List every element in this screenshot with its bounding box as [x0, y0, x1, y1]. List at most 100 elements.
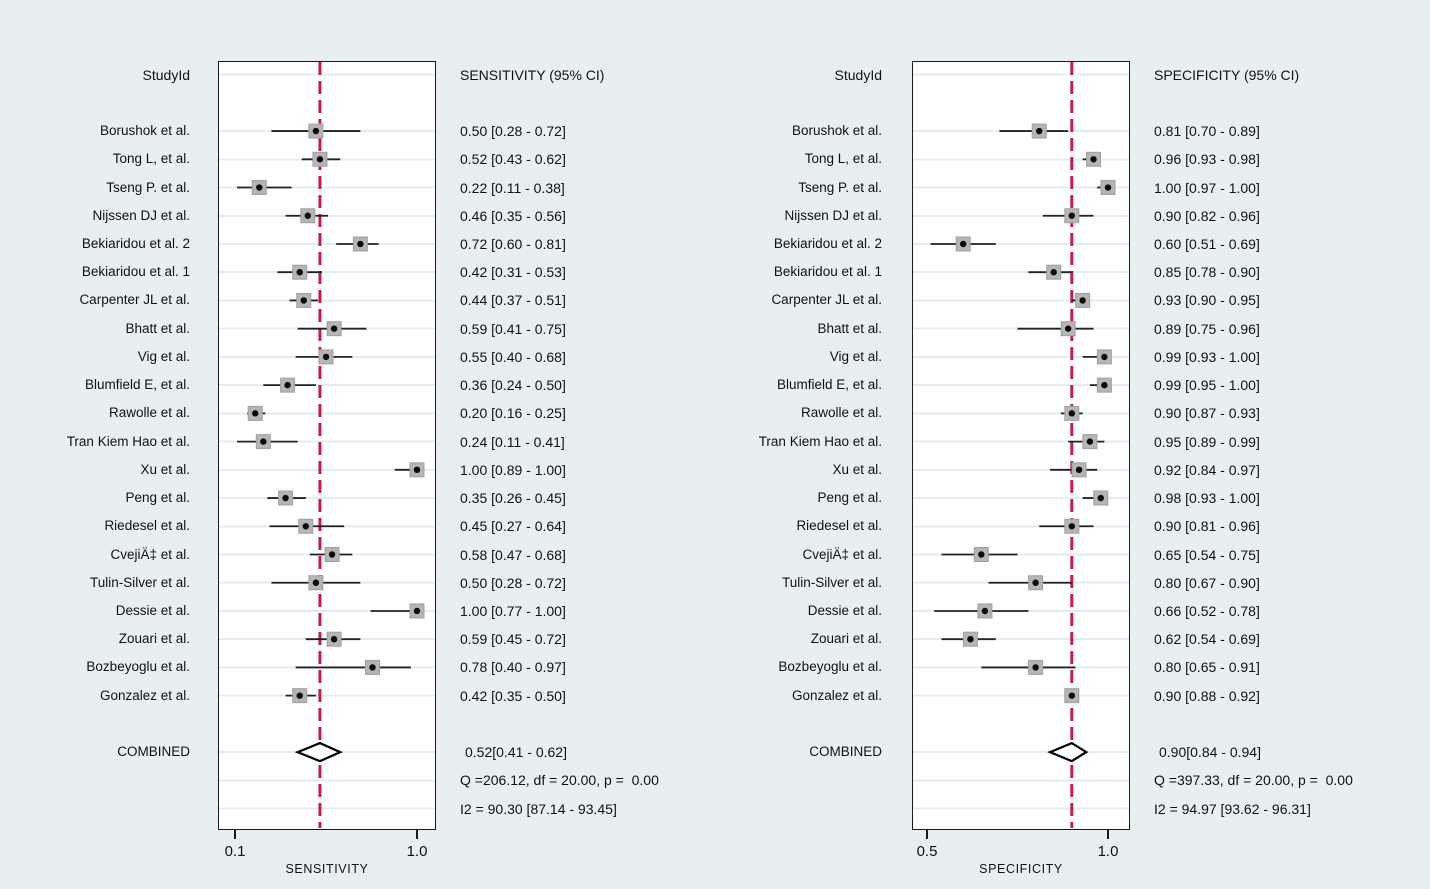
sensitivity-plot-canvas: [219, 62, 435, 828]
study-ci-value: 0.44 [0.37 - 0.51]: [460, 292, 566, 309]
study-ci-value: 1.00 [0.77 - 1.00]: [460, 602, 566, 619]
study-ci-value: 0.90 [0.82 - 0.96]: [1154, 207, 1260, 224]
point-estimate-dot: [322, 353, 330, 361]
point-estimate-dot: [978, 551, 985, 558]
point-estimate-dot: [282, 494, 289, 502]
study-ci-value: 0.36 [0.24 - 0.50]: [460, 377, 566, 394]
study-ci-value: 0.35 [0.26 - 0.45]: [460, 490, 566, 507]
point-estimate-dot: [960, 240, 967, 248]
point-estimate-dot: [981, 607, 989, 615]
combined-diamond: [294, 741, 343, 763]
point-estimate-dot: [256, 184, 263, 191]
study-ci-value: 0.80 [0.65 - 0.91]: [1154, 659, 1260, 676]
study-label: Gonzalez et al.: [99, 687, 190, 703]
study-label: Tseng P. et al.: [798, 179, 882, 195]
study-label: Bhatt et al.: [817, 320, 882, 336]
point-estimate-dot: [304, 212, 311, 219]
study-label: Bozbeyoglu et al.: [778, 659, 882, 675]
study-ci-value: 0.90 [0.88 - 0.92]: [1154, 687, 1260, 704]
study-ci-value: 0.99 [0.93 - 1.00]: [1154, 348, 1260, 365]
study-label: Gonzalez et al.: [791, 687, 882, 703]
combined-estimate-text: 0.90[0.84 - 0.94]: [1159, 744, 1261, 760]
study-label: Tseng P. et al.: [106, 179, 190, 195]
study-label: Borushok et al.: [791, 123, 882, 139]
study-ci-value: 0.22 [0.11 - 0.38]: [460, 179, 565, 196]
study-ci-value: 0.72 [0.60 - 0.81]: [460, 235, 566, 252]
point-estimate-dot: [413, 466, 421, 474]
study-ci-value: 0.45 [0.27 - 0.64]: [460, 518, 566, 535]
study-label: Peng et al.: [125, 490, 190, 506]
point-estimate-dot: [1032, 664, 1039, 671]
point-estimate-dot: [312, 579, 320, 586]
study-label: Bekiaridou et al. 2: [773, 235, 882, 251]
point-estimate-dot: [967, 636, 974, 643]
study-label: Vig et al.: [137, 348, 190, 364]
study-ci-value: 1.00 [0.89 - 1.00]: [460, 461, 566, 478]
study-label: Bozbeyoglu et al.: [86, 659, 190, 675]
point-estimate-dot: [330, 325, 338, 332]
study-ci-value: 0.85 [0.78 - 0.90]: [1154, 264, 1260, 281]
study-ci-value: 0.92 [0.84 - 0.97]: [1154, 461, 1260, 478]
study-ci-value: 0.93 [0.90 - 0.95]: [1154, 292, 1260, 309]
study-label: Riedesel et al.: [104, 518, 190, 534]
point-estimate-dot: [1064, 325, 1072, 332]
study-label: Tran Kiem Hao et al.: [758, 433, 882, 449]
point-estimate-dot: [302, 523, 309, 530]
study-label: Borushok et al.: [99, 123, 190, 139]
x-tick-label: 1.0: [406, 843, 428, 860]
study-label: Nijssen DJ et al.: [784, 207, 882, 223]
point-estimate-dot: [1086, 438, 1094, 445]
point-estimate-dot: [312, 127, 320, 135]
heterogeneity-i2-text: I2 = 90.30 [87.14 - 93.45]: [460, 801, 617, 817]
heterogeneity-q-text: Q =206.12, df = 20.00, p = 0.00: [460, 772, 659, 788]
study-label: Riedesel et al.: [796, 518, 882, 534]
study-label: Bekiaridou et al. 2: [81, 235, 190, 251]
study-ci-value: 0.95 [0.89 - 0.99]: [1154, 433, 1260, 450]
point-estimate-dot: [1068, 692, 1075, 699]
point-estimate-dot: [1079, 297, 1086, 304]
study-label: Tulin-Silver et al.: [89, 574, 190, 590]
study-label: Rawolle et al.: [800, 405, 882, 421]
study-ci-value: 0.46 [0.35 - 0.56]: [460, 207, 566, 224]
study-ci-value: 0.96 [0.93 - 0.98]: [1154, 151, 1260, 168]
study-label: Tong L, et al.: [112, 151, 190, 167]
combined-label: COMBINED: [117, 744, 190, 759]
study-label: Xu et al.: [832, 461, 882, 477]
study-ci-value: 1.00 [0.97 - 1.00]: [1154, 179, 1260, 196]
study-label: Dessie et al.: [807, 602, 882, 618]
study-label: Tong L, et al.: [804, 151, 882, 167]
combined-diamond: [1047, 741, 1089, 763]
study-column-header: StudyId: [142, 67, 190, 83]
x-tick-label: 1.0: [1097, 843, 1119, 860]
study-ci-value: 0.99 [0.95 - 1.00]: [1154, 377, 1260, 394]
study-label: Blumfield E, et al.: [84, 377, 190, 393]
heterogeneity-q-text: Q =397.33, df = 20.00, p = 0.00: [1154, 772, 1353, 788]
study-label: Bekiaridou et al. 1: [773, 264, 882, 280]
study-label: CvejiÄ‡ et al.: [110, 546, 190, 562]
combined-estimate-text: 0.52[0.41 - 0.62]: [465, 744, 567, 760]
study-label: Nijssen DJ et al.: [92, 207, 190, 223]
point-estimate-dot: [328, 551, 336, 558]
sensitivity-column-header: SENSITIVITY (95% CI): [460, 67, 605, 83]
study-label: Vig et al.: [829, 348, 882, 364]
study-label: CvejiÄ‡ et al.: [802, 546, 882, 562]
point-estimate-dot: [296, 269, 303, 276]
study-ci-value: 0.50 [0.28 - 0.72]: [460, 574, 566, 591]
study-column-header: StudyId: [834, 67, 882, 83]
point-estimate-dot: [296, 692, 303, 699]
point-estimate-dot: [1097, 494, 1104, 502]
study-label: Zouari et al.: [810, 631, 882, 647]
study-label: Tulin-Silver et al.: [781, 574, 882, 590]
study-ci-value: 0.24 [0.11 - 0.41]: [460, 433, 565, 450]
study-label: Tran Kiem Hao et al.: [66, 433, 190, 449]
study-label: Carpenter JL et al.: [771, 292, 882, 308]
specificity-plot-canvas: [913, 62, 1129, 828]
study-label: Bekiaridou et al. 1: [81, 264, 190, 280]
study-label: Blumfield E, et al.: [776, 377, 882, 393]
study-ci-value: 0.89 [0.75 - 0.96]: [1154, 320, 1260, 337]
x-axis-tick: [1107, 830, 1109, 839]
point-estimate-dot: [1032, 579, 1039, 586]
point-estimate-dot: [1101, 381, 1108, 389]
point-estimate-dot: [252, 410, 259, 417]
